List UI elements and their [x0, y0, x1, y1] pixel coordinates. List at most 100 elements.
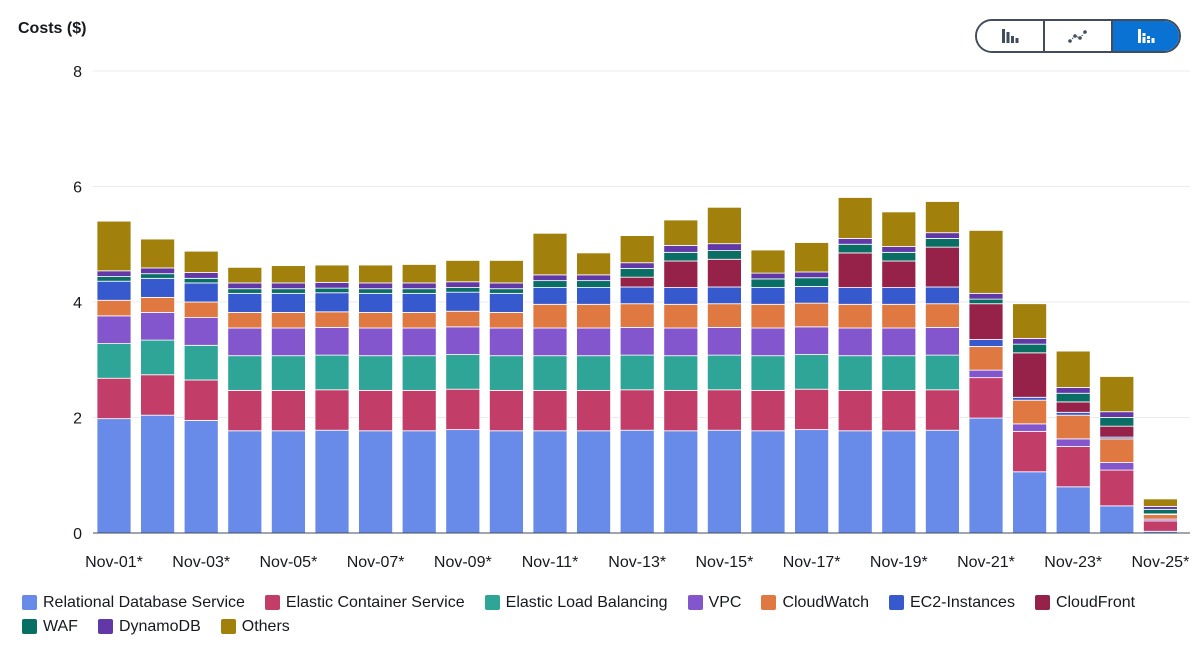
bar-segment[interactable]: Nov-22* — CloudFront: 0.77 — [1012, 352, 1047, 398]
bar-segment[interactable]: Nov-06* — Elastic Container Service: 0.7 — [314, 389, 350, 431]
bar-segment[interactable]: Nov-19* — VPC: 0.48 — [881, 327, 917, 357]
bar-segment[interactable]: Nov-17* — Others: 0.51 — [794, 242, 829, 273]
bar-segment[interactable]: Nov-12* — Others: 0.38 — [576, 252, 611, 276]
bar-segment[interactable]: Nov-11* — WAF: 0.12 — [532, 280, 568, 288]
bar-segment[interactable]: Nov-10* — VPC: 0.48 — [488, 327, 524, 357]
bar-segment[interactable]: Nov-12* — VPC: 0.48 — [576, 327, 611, 357]
bar-segment[interactable]: Nov-04* — CloudWatch: 0.27 — [227, 311, 263, 329]
bar-segment[interactable]: Nov-01* — Others: 0.86 — [96, 220, 132, 272]
bar-segment[interactable]: Nov-19* — EC2-Instances: 0.29 — [881, 287, 917, 305]
bar-segment[interactable]: Nov-08* — Elastic Container Service: 0.7 — [401, 389, 437, 432]
bar-segment[interactable]: Nov-11* — CloudWatch: 0.41 — [532, 303, 568, 329]
bar-segment[interactable]: Nov-24* — WAF: 0.15 — [1099, 417, 1135, 427]
bar-segment[interactable]: Nov-07* — Relational Database Service: 1… — [358, 430, 394, 534]
bar-segment[interactable]: Nov-15* — CloudFront: 0.48 — [707, 258, 742, 288]
bar-segment[interactable]: Nov-25* — DynamoDB: 0.05 — [1143, 506, 1178, 510]
bar-segment[interactable]: Nov-01* — WAF: 0.08 — [96, 276, 132, 282]
bar-segment[interactable]: Nov-02* — Relational Database Service: 2… — [140, 414, 176, 534]
bar-segment[interactable]: Nov-16* — Others: 0.4 — [750, 249, 786, 274]
bar-segment[interactable]: Nov-21* — VPC: 0.13 — [968, 369, 1004, 379]
bar-segment[interactable]: Nov-24* — DynamoDB: 0.1 — [1099, 411, 1135, 418]
bar-segment[interactable]: Nov-08* — Elastic Load Balancing: 0.6 — [401, 355, 437, 391]
bar-segment[interactable]: Nov-19* — Others: 0.6 — [881, 211, 917, 247]
bar-segment[interactable]: Nov-14* — EC2-Instances: 0.29 — [663, 287, 699, 305]
bar-segment[interactable]: Nov-14* — Elastic Load Balancing: 0.6 — [663, 355, 699, 391]
bar-segment[interactable]: Nov-15* — EC2-Instances: 0.29 — [707, 286, 742, 305]
bar-segment[interactable]: Nov-16* — CloudWatch: 0.41 — [750, 303, 786, 329]
bar-segment[interactable]: Nov-02* — EC2-Instances: 0.33 — [140, 277, 176, 298]
bar-segment[interactable]: Nov-14* — Elastic Container Service: 0.7 — [663, 389, 699, 432]
bar-segment[interactable]: Nov-17* — CloudWatch: 0.41 — [794, 302, 829, 328]
bar-segment[interactable]: Nov-11* — Elastic Load Balancing: 0.6 — [532, 355, 568, 391]
bar-segment[interactable]: Nov-10* — Elastic Load Balancing: 0.6 — [488, 355, 524, 391]
line-chart-toggle-button[interactable] — [1045, 21, 1113, 51]
bar-segment[interactable]: Nov-10* — CloudWatch: 0.27 — [488, 311, 524, 329]
bar-segment[interactable]: Nov-25* — WAF: 0.08 — [1143, 508, 1178, 515]
bar-segment[interactable]: Nov-05* — Elastic Container Service: 0.7 — [270, 389, 306, 432]
bar-segment[interactable]: Nov-16* — VPC: 0.48 — [750, 327, 786, 357]
bar-segment[interactable]: Nov-04* — WAF: 0.08 — [227, 288, 263, 294]
bar-segment[interactable]: Nov-07* — VPC: 0.48 — [358, 327, 394, 357]
legend-item[interactable]: EC2-Instances — [889, 593, 1015, 612]
bar-segment[interactable]: Nov-02* — VPC: 0.48 — [140, 311, 176, 341]
bar-chart-toggle-button[interactable] — [977, 21, 1045, 51]
bar-segment[interactable]: Nov-21* — Relational Database Service: 1… — [968, 417, 1004, 534]
bar-segment[interactable]: Nov-04* — DynamoDB: 0.1 — [227, 282, 263, 290]
bar-segment[interactable]: Nov-13* — Relational Database Service: 1… — [619, 429, 655, 534]
bar-segment[interactable]: Nov-20* — VPC: 0.48 — [925, 327, 960, 356]
bar-segment[interactable]: Nov-05* — CloudWatch: 0.27 — [270, 311, 306, 329]
bar-segment[interactable]: Nov-16* — WAF: 0.15 — [750, 278, 786, 288]
bar-segment[interactable]: Nov-13* — Elastic Container Service: 0.7 — [619, 389, 655, 431]
bar-segment[interactable]: Nov-12* — Relational Database Service: 1… — [576, 430, 611, 534]
bar-segment[interactable]: Nov-03* — WAF: 0.08 — [183, 277, 219, 284]
bar-segment[interactable]: Nov-21* — EC2-Instances: 0.12 — [968, 339, 1004, 347]
bar-segment[interactable]: Nov-16* — EC2-Instances: 0.29 — [750, 287, 786, 305]
bar-segment[interactable]: Nov-16* — Elastic Container Service: 0.7 — [750, 389, 786, 432]
bar-segment[interactable]: Nov-21* — WAF: 0.08 — [968, 298, 1004, 305]
bar-segment[interactable]: Nov-23* — EC2-Instances: 0.05 — [1055, 411, 1091, 416]
bar-segment[interactable]: Nov-13* — CloudWatch: 0.41 — [619, 303, 655, 328]
bar-segment[interactable]: Nov-07* — Elastic Load Balancing: 0.6 — [358, 355, 394, 391]
bar-segment[interactable]: Nov-13* — WAF: 0.15 — [619, 268, 655, 278]
bar-segment[interactable]: Nov-05* — VPC: 0.48 — [270, 327, 306, 357]
bar-segment[interactable]: Nov-04* — Elastic Container Service: 0.7 — [227, 389, 263, 432]
bar-segment[interactable]: Nov-08* — Relational Database Service: 1… — [401, 430, 437, 534]
bar-segment[interactable]: Nov-05* — Relational Database Service: 1… — [270, 430, 306, 534]
bar-segment[interactable]: Nov-03* — DynamoDB: 0.1 — [183, 272, 219, 279]
bar-segment[interactable]: Nov-14* — WAF: 0.15 — [663, 251, 699, 262]
bar-segment[interactable]: Nov-10* — Elastic Container Service: 0.7 — [488, 389, 524, 432]
bar-segment[interactable]: Nov-02* — DynamoDB: 0.1 — [140, 267, 176, 275]
bar-segment[interactable]: Nov-15* — Relational Database Service: 1… — [707, 429, 742, 534]
bar-segment[interactable]: Nov-24* — Elastic Container Service: 0.6… — [1099, 469, 1135, 507]
bar-segment[interactable]: Nov-15* — VPC: 0.48 — [707, 327, 742, 356]
bar-segment[interactable]: Nov-20* — DynamoDB: 0.1 — [925, 232, 960, 239]
bar-segment[interactable]: Nov-06* — Elastic Load Balancing: 0.6 — [314, 354, 350, 391]
bar-segment[interactable]: Nov-14* — Relational Database Service: 1… — [663, 430, 699, 534]
bar-segment[interactable]: Nov-21* — Elastic Container Service: 0.7 — [968, 377, 1004, 419]
legend-item[interactable]: VPC — [687, 593, 741, 612]
bar-segment[interactable]: Nov-22* — Relational Database Service: 1… — [1012, 471, 1047, 534]
bar-segment[interactable]: Nov-21* — CloudWatch: 0.41 — [968, 346, 1004, 371]
bar-segment[interactable]: Nov-21* — CloudFront: 0.62 — [968, 303, 1004, 340]
bar-segment[interactable]: Nov-07* — Elastic Container Service: 0.7 — [358, 389, 394, 432]
bar-segment[interactable]: Nov-18* — CloudWatch: 0.41 — [837, 303, 873, 329]
bar-segment[interactable]: Nov-04* — Others: 0.27 — [227, 266, 263, 284]
bar-segment[interactable]: Nov-18* — Others: 0.71 — [837, 197, 873, 239]
bar-segment[interactable]: Nov-13* — Others: 0.47 — [619, 235, 655, 264]
bar-segment[interactable]: Nov-07* — Others: 0.31 — [358, 264, 394, 284]
bar-segment[interactable]: Nov-21* — Others: 1.09 — [968, 229, 1004, 294]
bar-segment[interactable]: Nov-05* — Elastic Load Balancing: 0.6 — [270, 355, 306, 391]
legend-item[interactable]: Others — [220, 617, 290, 636]
bar-segment[interactable]: Nov-08* — VPC: 0.48 — [401, 327, 437, 357]
legend-item[interactable]: Elastic Load Balancing — [484, 593, 668, 612]
bar-segment[interactable]: Nov-17* — EC2-Instances: 0.29 — [794, 286, 829, 304]
bar-segment[interactable]: Nov-18* — EC2-Instances: 0.29 — [837, 287, 873, 305]
bar-segment[interactable]: Nov-12* — EC2-Instances: 0.29 — [576, 287, 611, 305]
stacked-bar-chart-toggle-button[interactable] — [1113, 21, 1179, 51]
bar-segment[interactable]: Nov-22* — VPC: 0.13 — [1012, 423, 1047, 432]
bar-segment[interactable]: Nov-24* — CloudWatch: 0.41 — [1099, 438, 1135, 463]
bar-segment[interactable]: Nov-16* — Elastic Load Balancing: 0.6 — [750, 355, 786, 391]
bar-segment[interactable]: Nov-15* — Elastic Load Balancing: 0.6 — [707, 354, 742, 391]
bar-segment[interactable]: Nov-23* — CloudWatch: 0.41 — [1055, 414, 1091, 440]
bar-segment[interactable]: Nov-22* — EC2-Instances: 0.05 — [1012, 396, 1047, 401]
